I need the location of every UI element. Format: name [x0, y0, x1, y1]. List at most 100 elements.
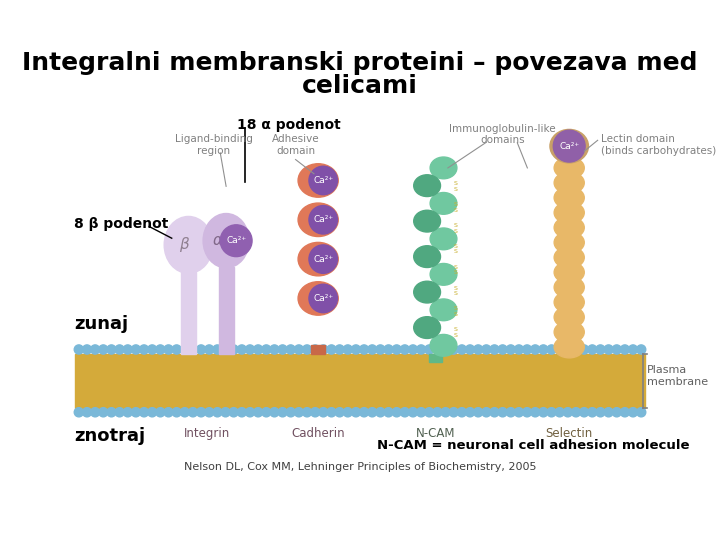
Text: S
S: S S: [454, 223, 458, 234]
Circle shape: [563, 345, 572, 354]
Circle shape: [270, 408, 279, 417]
Circle shape: [441, 408, 450, 417]
Circle shape: [417, 345, 426, 354]
Circle shape: [204, 408, 214, 417]
Circle shape: [474, 408, 483, 417]
Circle shape: [400, 408, 410, 417]
Circle shape: [148, 408, 157, 417]
Ellipse shape: [298, 242, 338, 276]
Circle shape: [629, 345, 638, 354]
Text: Ca²⁺: Ca²⁺: [313, 255, 333, 264]
Text: S
S: S S: [454, 244, 458, 254]
Circle shape: [441, 345, 450, 354]
Circle shape: [376, 408, 385, 417]
Circle shape: [131, 345, 140, 354]
Ellipse shape: [298, 203, 338, 237]
Circle shape: [553, 130, 585, 162]
Circle shape: [368, 345, 377, 354]
Circle shape: [180, 345, 189, 354]
Circle shape: [359, 408, 369, 417]
Text: Lectin domain
(binds carbohydrates): Lectin domain (binds carbohydrates): [601, 134, 716, 156]
Circle shape: [449, 408, 459, 417]
Ellipse shape: [298, 164, 338, 197]
Circle shape: [457, 345, 467, 354]
Circle shape: [286, 408, 295, 417]
Circle shape: [539, 345, 548, 354]
Circle shape: [278, 408, 287, 417]
Circle shape: [392, 345, 401, 354]
Circle shape: [140, 345, 148, 354]
Circle shape: [261, 408, 271, 417]
Circle shape: [180, 408, 189, 417]
Circle shape: [498, 345, 507, 354]
Circle shape: [335, 408, 344, 417]
Ellipse shape: [430, 157, 457, 179]
Circle shape: [107, 345, 116, 354]
Circle shape: [220, 225, 252, 256]
Circle shape: [596, 345, 605, 354]
Circle shape: [482, 408, 491, 417]
Text: S
S: S S: [454, 265, 458, 275]
Circle shape: [319, 345, 328, 354]
Circle shape: [612, 345, 621, 354]
Circle shape: [506, 345, 516, 354]
Text: Integrin: Integrin: [184, 427, 230, 440]
Circle shape: [115, 408, 124, 417]
Circle shape: [572, 408, 580, 417]
Text: Ca²⁺: Ca²⁺: [313, 294, 333, 303]
Circle shape: [531, 345, 540, 354]
Circle shape: [91, 408, 100, 417]
Circle shape: [351, 345, 361, 354]
Circle shape: [547, 408, 556, 417]
Circle shape: [465, 345, 474, 354]
Text: N-CAM = neuronal cell adhesion molecule: N-CAM = neuronal cell adhesion molecule: [377, 439, 689, 452]
Circle shape: [99, 345, 108, 354]
Ellipse shape: [554, 247, 584, 268]
Text: 18 α podenot: 18 α podenot: [237, 118, 341, 132]
Circle shape: [123, 345, 132, 354]
Text: Immunoglobulin-like
domains: Immunoglobulin-like domains: [449, 124, 556, 145]
Circle shape: [213, 345, 222, 354]
Circle shape: [237, 408, 246, 417]
Text: Selectin: Selectin: [546, 427, 593, 440]
Circle shape: [115, 345, 124, 354]
Circle shape: [221, 408, 230, 417]
Circle shape: [580, 408, 589, 417]
Circle shape: [474, 345, 483, 354]
Circle shape: [523, 408, 531, 417]
Circle shape: [563, 408, 572, 417]
Ellipse shape: [554, 217, 584, 239]
Text: S
S: S S: [454, 327, 458, 338]
Text: Plasma
membrane: Plasma membrane: [647, 366, 708, 387]
Circle shape: [555, 408, 564, 417]
Text: celicami: celicami: [302, 74, 418, 98]
Ellipse shape: [554, 232, 584, 253]
Text: Nelson DL, Cox MM, Lehninger Principles of Biochemistry, 2005: Nelson DL, Cox MM, Lehninger Principles …: [184, 462, 536, 471]
Circle shape: [555, 345, 564, 354]
Circle shape: [514, 408, 523, 417]
Circle shape: [302, 345, 312, 354]
Ellipse shape: [554, 261, 584, 284]
Circle shape: [123, 408, 132, 417]
Circle shape: [368, 408, 377, 417]
Bar: [563, 349, 575, 354]
Text: znotraj: znotraj: [74, 427, 145, 444]
Circle shape: [482, 345, 491, 354]
Circle shape: [246, 345, 255, 354]
Bar: [76, 354, 644, 408]
Circle shape: [408, 345, 418, 354]
Circle shape: [229, 345, 238, 354]
Text: Ca²⁺: Ca²⁺: [313, 176, 333, 185]
Circle shape: [189, 408, 197, 417]
Circle shape: [309, 166, 338, 195]
Circle shape: [392, 408, 401, 417]
Circle shape: [327, 345, 336, 354]
Circle shape: [490, 408, 499, 417]
Ellipse shape: [430, 193, 457, 214]
Circle shape: [417, 408, 426, 417]
Circle shape: [253, 345, 263, 354]
Circle shape: [351, 408, 361, 417]
Text: Adhesive
domain: Adhesive domain: [271, 134, 320, 156]
Circle shape: [189, 345, 197, 354]
Circle shape: [400, 345, 410, 354]
